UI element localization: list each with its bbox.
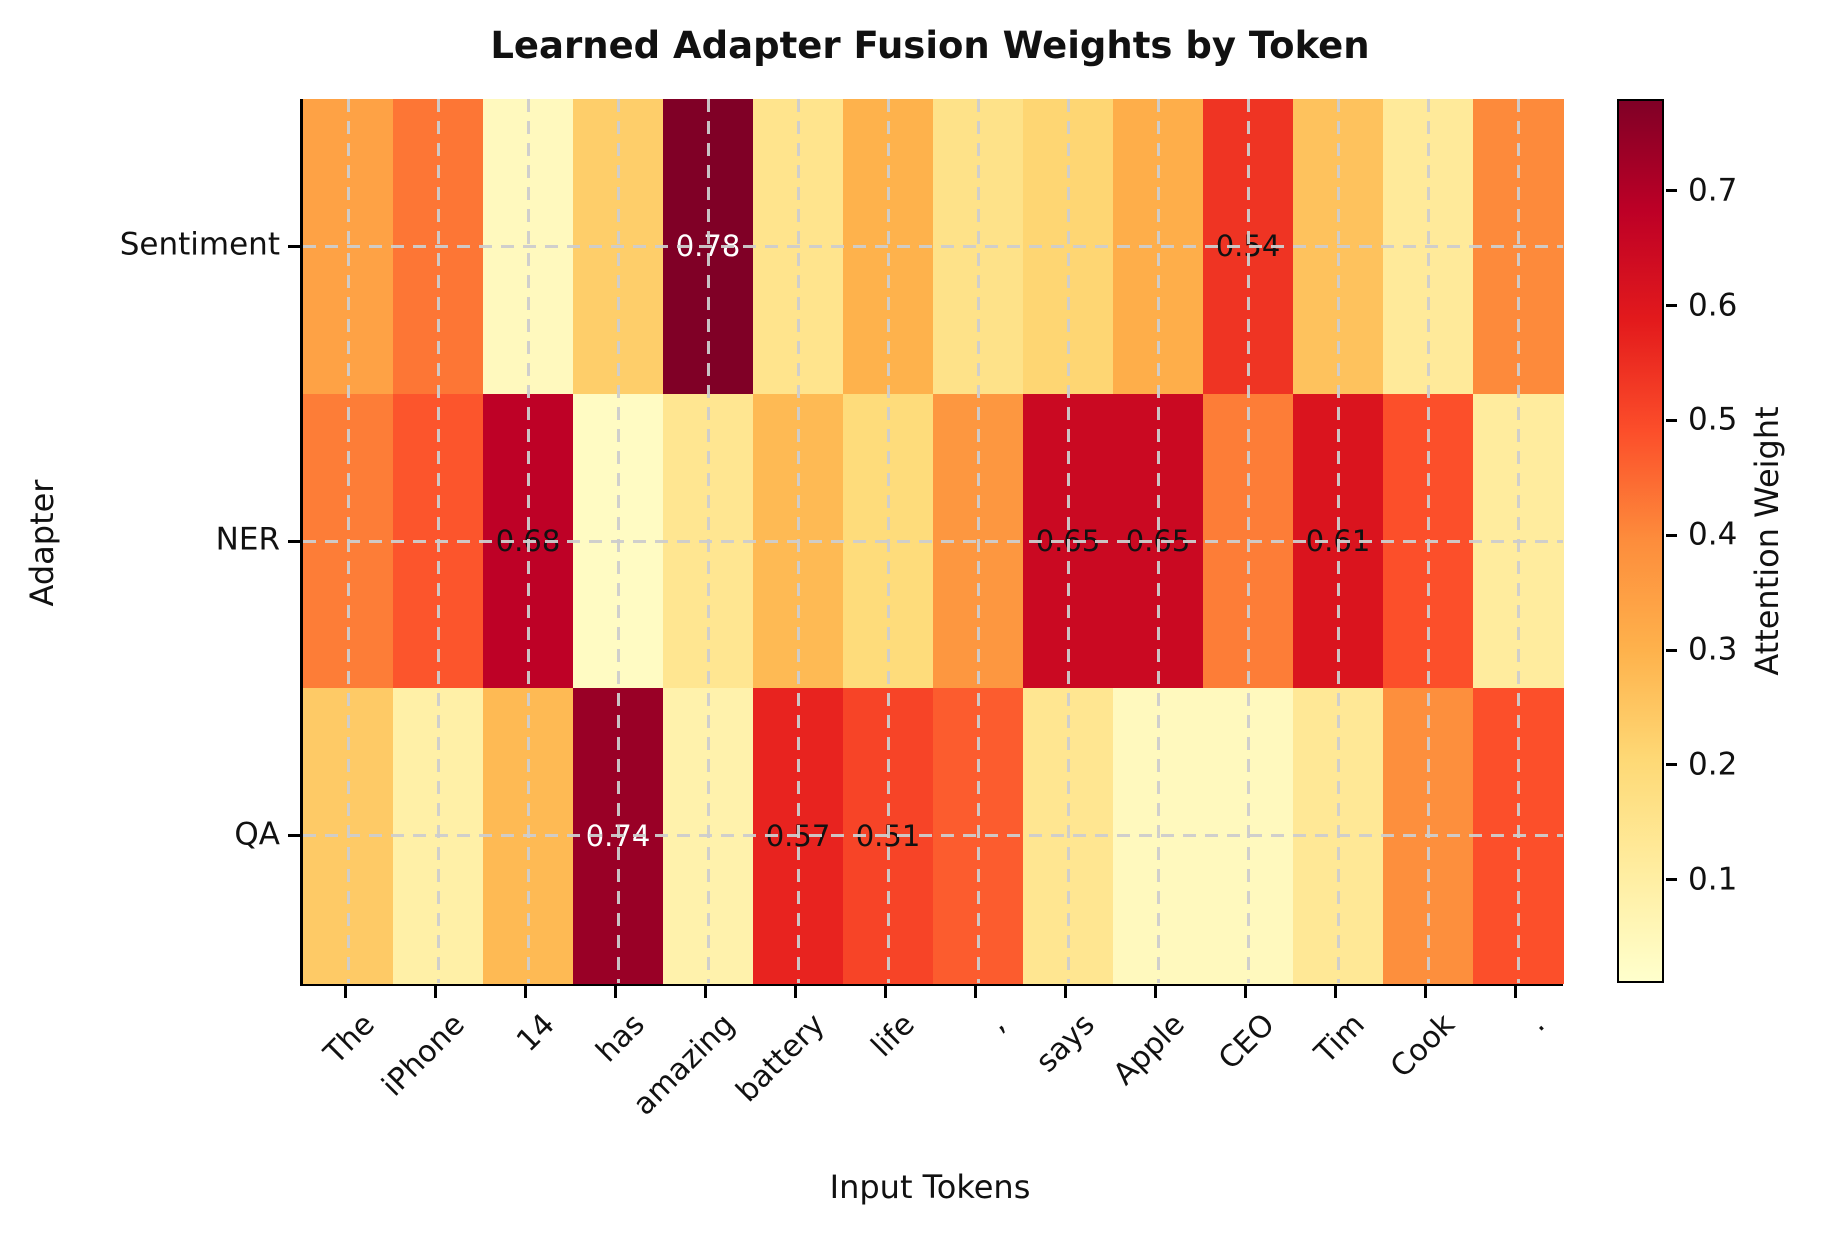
gridline-horizontal xyxy=(303,834,1563,838)
colorbar-tick-label: 0.2 xyxy=(1688,746,1738,783)
colorbar-title: Attention Weight xyxy=(1748,406,1786,676)
y-tick xyxy=(288,539,300,543)
gridline-vertical xyxy=(796,99,800,983)
colorbar-tick xyxy=(1666,533,1677,537)
y-tick-label: QA xyxy=(234,816,280,853)
x-tick xyxy=(973,986,977,998)
gridline-vertical xyxy=(346,99,350,983)
colorbar xyxy=(1617,99,1664,983)
gridline-vertical xyxy=(1516,99,1520,983)
x-tick xyxy=(793,986,797,998)
x-tick xyxy=(1513,986,1517,998)
x-tick xyxy=(343,986,347,998)
y-tick-label: Sentiment xyxy=(119,226,280,263)
gridline-vertical xyxy=(976,99,980,983)
gridline-horizontal xyxy=(303,539,1563,543)
y-axis-title: Adapter xyxy=(23,479,61,607)
gridline-vertical xyxy=(706,99,710,983)
colorbar-tick-label: 0.3 xyxy=(1688,631,1738,668)
x-tick xyxy=(703,986,707,998)
colorbar-tick xyxy=(1666,878,1677,882)
x-tick xyxy=(1063,986,1067,998)
gridline-vertical xyxy=(436,99,440,983)
x-tick xyxy=(433,986,437,998)
colorbar-tick xyxy=(1666,304,1677,308)
gridline-horizontal xyxy=(303,244,1563,248)
y-tick xyxy=(288,244,300,248)
gridline-vertical xyxy=(526,99,530,983)
gridline-vertical xyxy=(1426,99,1430,983)
x-tick xyxy=(1153,986,1157,998)
x-tick xyxy=(523,986,527,998)
colorbar-tick xyxy=(1666,763,1677,767)
gridline-vertical xyxy=(886,99,890,983)
colorbar-tick-label: 0.6 xyxy=(1688,286,1738,323)
x-tick xyxy=(883,986,887,998)
y-tick-label: NER xyxy=(215,521,280,558)
colorbar-tick xyxy=(1666,189,1677,193)
gridline-vertical xyxy=(1246,99,1250,983)
colorbar-tick-label: 0.5 xyxy=(1688,401,1738,438)
chart-title: Learned Adapter Fusion Weights by Token xyxy=(490,24,1370,67)
x-tick xyxy=(613,986,617,998)
gridline-vertical xyxy=(616,99,620,983)
gridline-vertical xyxy=(1156,99,1160,983)
colorbar-tick-label: 0.1 xyxy=(1688,860,1738,897)
x-tick xyxy=(1333,986,1337,998)
colorbar-tick xyxy=(1666,648,1677,652)
colorbar-tick-label: 0.4 xyxy=(1688,516,1738,553)
colorbar-tick-label: 0.7 xyxy=(1688,172,1738,209)
x-tick xyxy=(1423,986,1427,998)
colorbar-tick xyxy=(1666,418,1677,422)
x-tick xyxy=(1243,986,1247,998)
gridline-vertical xyxy=(1066,99,1070,983)
y-tick xyxy=(288,834,300,838)
x-axis-title: Input Tokens xyxy=(829,1168,1031,1206)
heatmap-plot: 0.780.540.680.650.650.610.740.570.51 xyxy=(300,99,1564,986)
gridline-vertical xyxy=(1336,99,1340,983)
